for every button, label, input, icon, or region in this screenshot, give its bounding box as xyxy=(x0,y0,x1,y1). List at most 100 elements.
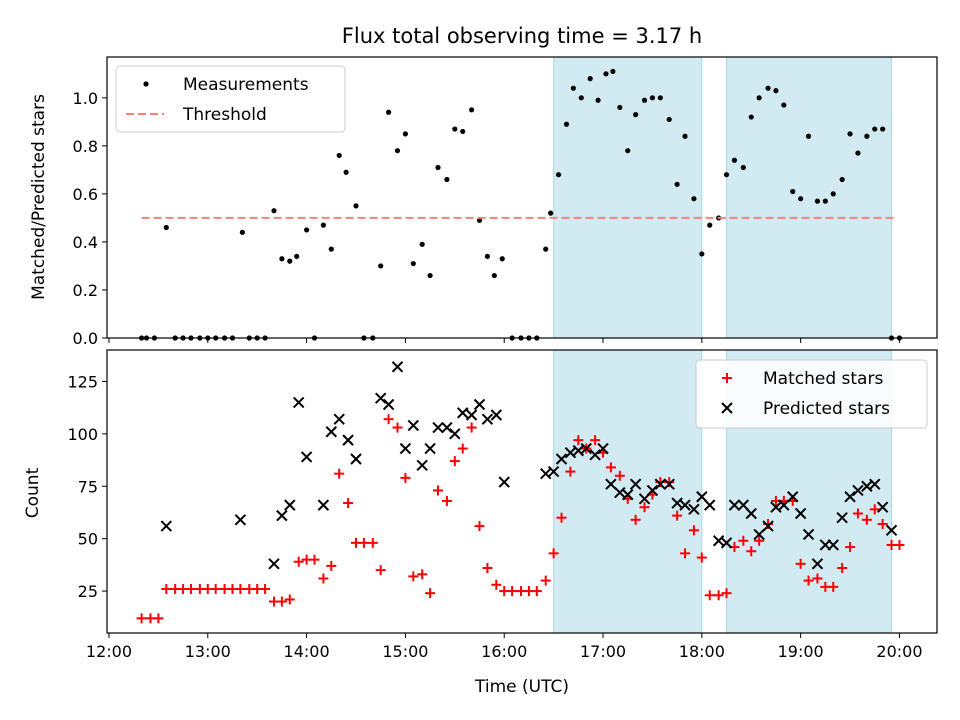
measurement-point xyxy=(756,95,762,101)
measurement-point xyxy=(570,85,576,91)
predicted-star-point xyxy=(663,478,675,490)
predicted-star-point xyxy=(350,453,362,465)
count-panel: 25 50 75 100 125 12:00 13:00 14:00 15:00 16:00 17… xyxy=(23,349,938,697)
y-tick-label: 50 xyxy=(78,530,98,549)
measurement-point xyxy=(320,222,326,228)
predicted-star-point xyxy=(540,467,552,480)
predicted-star-point xyxy=(654,478,667,490)
y-tick-label: 25 xyxy=(78,582,98,601)
x-tick-label: 20:00 xyxy=(876,642,922,661)
matched-star-point xyxy=(573,435,584,446)
measurement-point xyxy=(476,217,483,223)
predicted-star-point xyxy=(728,499,741,511)
matched-star-point xyxy=(754,535,765,546)
measurement-point xyxy=(740,164,746,171)
matched-star-point xyxy=(284,594,295,605)
predicted-star-point xyxy=(704,499,716,511)
measurement-point xyxy=(294,253,300,259)
matched-star-point xyxy=(433,485,444,496)
matched-star-point xyxy=(688,525,699,536)
measurement-point xyxy=(641,97,648,103)
predicted-star-point xyxy=(852,484,864,497)
measurement-point xyxy=(402,131,409,137)
legend-label: Measurements xyxy=(183,75,309,95)
predicted-star-point xyxy=(778,499,790,511)
measurement-point xyxy=(163,224,169,231)
predicted-star-point xyxy=(342,434,354,446)
measurement-point xyxy=(847,131,853,137)
predicted-star-point xyxy=(416,459,428,472)
measurement-point xyxy=(781,102,787,108)
measurement-point xyxy=(691,196,697,202)
predicted-star-point xyxy=(268,558,280,570)
ratio-ylabel: Matched/Predicted stars xyxy=(29,94,49,300)
predicted-star-point xyxy=(473,398,486,411)
measurement-point xyxy=(279,256,285,262)
x-tick-label: 19:00 xyxy=(778,642,824,661)
predicted-star-point xyxy=(712,535,725,547)
matched-star-point xyxy=(276,596,287,607)
predicted-star-point xyxy=(490,409,503,421)
measurement-point xyxy=(555,172,562,178)
y-tick-label: 75 xyxy=(78,477,98,496)
matched-star-point xyxy=(260,583,271,594)
predicted-star-point xyxy=(646,484,659,497)
matched-star-point xyxy=(861,514,872,525)
x-tick-label: 14:00 xyxy=(284,642,330,661)
measurement-point xyxy=(271,208,277,214)
predicted-star-point xyxy=(276,509,288,522)
y-tick-label: 100 xyxy=(67,425,98,444)
matched-star-point xyxy=(375,565,386,576)
predicted-star-point xyxy=(861,480,873,492)
predicted-star-point xyxy=(629,478,642,490)
predicted-star-point xyxy=(811,558,824,570)
measurement-point xyxy=(649,95,656,101)
predicted-star-point xyxy=(374,392,387,404)
predicted-star-point xyxy=(589,449,601,461)
predicted-star-point xyxy=(614,486,626,499)
measurement-point xyxy=(587,76,593,82)
matched-star-point xyxy=(326,560,337,571)
measurement-point xyxy=(830,191,836,197)
measurement-point xyxy=(353,203,359,209)
measurement-point xyxy=(682,133,688,139)
legend-handle-matched xyxy=(722,373,732,383)
matched-star-point xyxy=(474,521,485,532)
x-tick-label: 16:00 xyxy=(481,642,527,661)
measurement-point xyxy=(410,260,416,267)
predicted-star-point xyxy=(844,491,856,503)
predicted-star-point xyxy=(688,503,700,516)
measurement-point xyxy=(625,148,631,154)
matched-star-point xyxy=(672,510,683,521)
matched-star-point xyxy=(383,414,394,425)
matched-star-point xyxy=(318,573,329,584)
measurement-point xyxy=(452,126,458,132)
matched-star-point xyxy=(746,546,757,557)
x-tick-label: 12:00 xyxy=(86,642,132,661)
matched-star-point xyxy=(630,514,641,525)
predicted-star-point xyxy=(432,421,444,434)
predicted-star-point xyxy=(300,451,313,463)
predicted-star-point xyxy=(481,413,494,425)
measurement-point xyxy=(336,152,342,159)
matched-star-point xyxy=(556,512,567,523)
measurement-point xyxy=(814,198,821,204)
shaded-interval xyxy=(553,56,703,339)
matched-star-point xyxy=(185,583,196,594)
y-tick-label: 1.0 xyxy=(73,89,98,108)
measurement-point xyxy=(765,85,771,91)
measurement-point xyxy=(864,133,870,139)
predicted-star-point xyxy=(572,444,585,457)
predicted-star-point xyxy=(794,507,807,520)
predicted-star-point xyxy=(597,442,609,455)
predicted-star-point xyxy=(399,442,412,455)
predicted-star-point xyxy=(876,501,889,513)
measurement-point xyxy=(822,198,828,204)
matched-star-point xyxy=(449,456,460,467)
predicted-star-point xyxy=(465,409,478,421)
predicted-star-point xyxy=(720,537,733,549)
predicted-star-point xyxy=(745,507,757,520)
x-tick-label: 15:00 xyxy=(382,642,428,661)
legend-handle-predicted xyxy=(721,402,733,414)
measurement-point xyxy=(633,112,639,118)
